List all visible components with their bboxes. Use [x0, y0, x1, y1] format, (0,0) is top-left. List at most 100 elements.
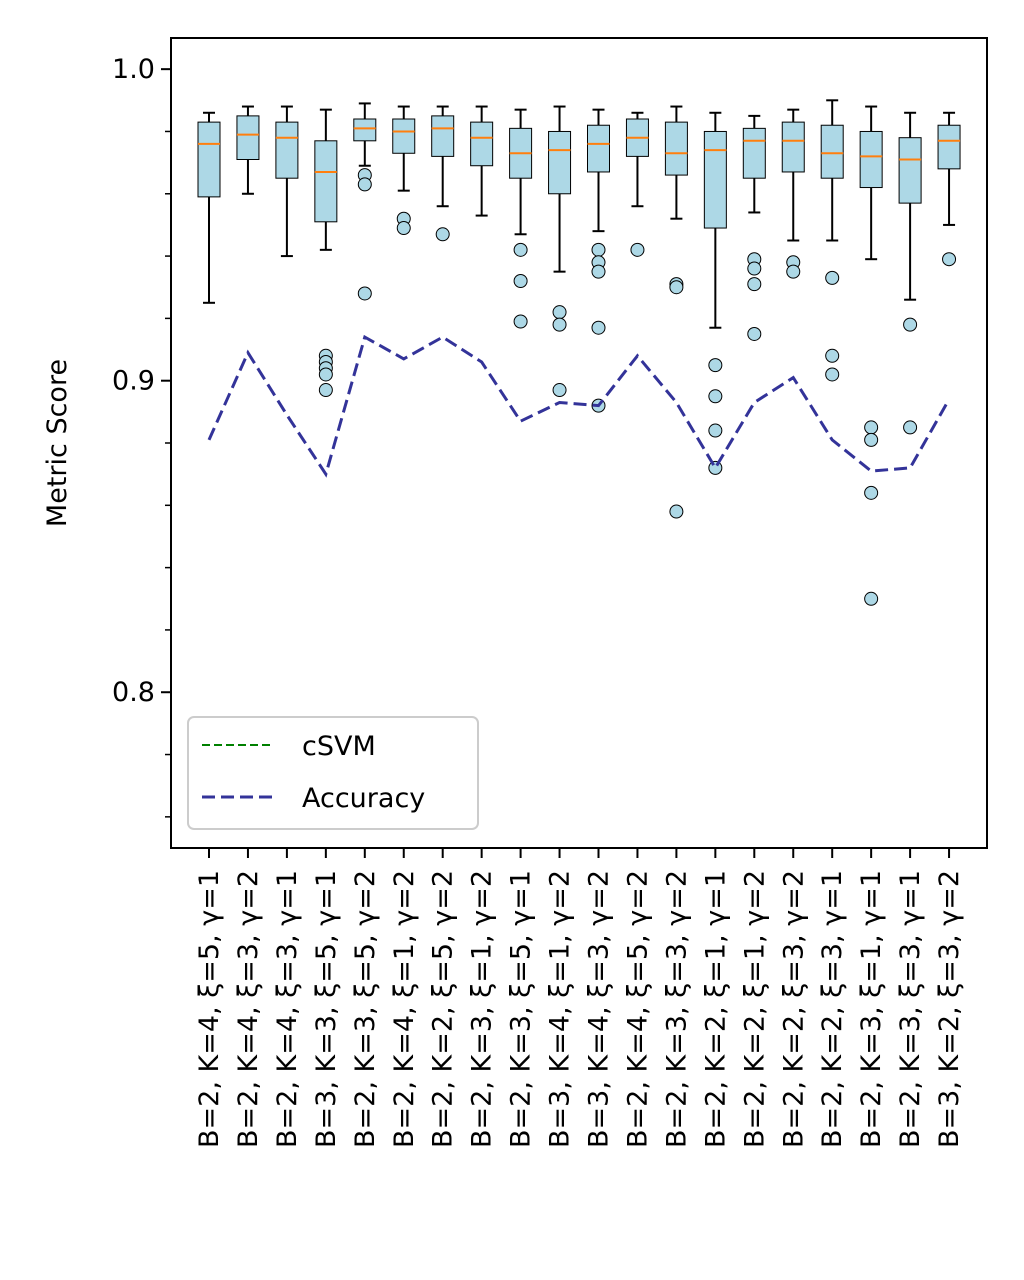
outlier-point — [864, 591, 879, 606]
outlier-point — [669, 504, 684, 519]
x-tick-label: B=2, K=3, ξ=3, γ=1 — [895, 870, 926, 1148]
outlier-point — [825, 348, 840, 363]
box-9 — [509, 108, 533, 329]
outlier-point — [552, 317, 567, 332]
box-body — [898, 137, 922, 204]
box-4 — [314, 108, 338, 398]
plot-frame — [170, 37, 988, 849]
outlier-point — [864, 420, 879, 435]
x-tick-label: B=2, K=2, ξ=3, γ=2 — [778, 870, 809, 1148]
x-tick-label: B=2, K=4, ξ=3, γ=2 — [233, 870, 264, 1148]
box-15 — [742, 114, 766, 341]
box-body — [197, 121, 221, 198]
box-body — [275, 121, 299, 179]
outlier-point — [669, 280, 684, 295]
x-axis: B=2, K=4, ξ=5, γ=1 B=2, K=4, ξ=3, γ=2 B=2,… — [194, 848, 965, 1148]
box-body — [742, 127, 766, 179]
outlier-point — [708, 460, 723, 475]
outlier-point — [513, 314, 528, 329]
outlier-point — [591, 242, 606, 257]
outlier-point — [357, 177, 372, 192]
box-17 — [820, 99, 844, 382]
box-body — [314, 140, 338, 223]
box-body — [937, 124, 961, 170]
outlier-point — [357, 286, 372, 301]
outlier-point — [708, 423, 723, 438]
series-line-accuracy — [207, 334, 951, 478]
x-tick-label: B=2, K=2, ξ=3, γ=1 — [817, 870, 848, 1148]
box-13 — [664, 105, 688, 519]
y-tick-label: 1.0 — [112, 54, 155, 85]
x-tick-label: B=2, K=2, ξ=1, γ=2 — [739, 870, 770, 1148]
outlier-point — [903, 317, 918, 332]
box-body — [392, 118, 416, 154]
box-1 — [197, 111, 221, 304]
box-6 — [392, 105, 416, 236]
box-body — [859, 130, 883, 189]
box-12 — [625, 111, 649, 257]
box-body — [470, 121, 494, 167]
x-tick-label: B=3, K=3, ξ=5, γ=1 — [311, 870, 342, 1148]
legend-box — [187, 716, 479, 830]
x-tick-label: B=3, K=4, ξ=1, γ=2 — [545, 870, 576, 1148]
box-18 — [859, 105, 883, 606]
box-20 — [937, 111, 961, 267]
x-tick-label: B=2, K=3, ξ=1, γ=1 — [856, 870, 887, 1148]
outlier-point — [708, 358, 723, 373]
y-tick-label: 0.9 — [112, 366, 155, 397]
outlier-point — [552, 305, 567, 320]
outlier-point — [825, 270, 840, 285]
outlier-point — [435, 227, 450, 242]
x-tick-label: B=3, K=4, ξ=3, γ=2 — [584, 870, 615, 1148]
box-10 — [548, 105, 572, 398]
x-tick-label: B=2, K=3, ξ=5, γ=2 — [350, 870, 381, 1148]
outlier-point — [318, 367, 333, 382]
box-body — [431, 115, 455, 157]
x-tick-label: B=2, K=4, ξ=5, γ=1 — [194, 870, 225, 1148]
y-tick-label: 0.8 — [112, 677, 155, 708]
outlier-point — [942, 252, 957, 267]
outlier-point — [552, 383, 567, 398]
y-axis-label: Metric Score — [42, 359, 73, 527]
outlier-point — [591, 320, 606, 335]
boxes-layer — [197, 99, 961, 606]
box-5 — [353, 102, 377, 301]
x-tick-label: B=2, K=3, ξ=5, γ=1 — [506, 870, 537, 1148]
x-tick-label: B=2, K=4, ξ=1, γ=2 — [389, 870, 420, 1148]
legend-label-csvm: cSVM — [302, 731, 376, 762]
box-11 — [587, 108, 610, 413]
outlier-point — [864, 432, 879, 447]
box-19 — [898, 111, 922, 435]
outlier-point — [864, 485, 879, 500]
box-body — [703, 130, 727, 229]
box-body — [236, 115, 260, 160]
outlier-point — [708, 389, 723, 404]
x-tick-label: B=2, K=3, ξ=3, γ=2 — [661, 870, 692, 1148]
outlier-point — [747, 277, 762, 292]
legend: cSVM Accuracy — [187, 716, 479, 830]
legend-label-accuracy: Accuracy — [302, 783, 425, 814]
x-tick-label: B=2, K=3, ξ=1, γ=2 — [467, 870, 498, 1148]
outlier-point — [396, 221, 411, 236]
outlier-point — [903, 420, 918, 435]
outlier-point — [825, 367, 840, 382]
series-lines-layer — [207, 334, 951, 478]
box-8 — [470, 105, 494, 217]
outlier-point — [318, 383, 333, 398]
box-3 — [275, 105, 299, 258]
outlier-point — [513, 274, 528, 288]
outlier-point — [747, 326, 762, 341]
box-body — [353, 118, 377, 142]
box-body — [664, 121, 688, 176]
box-16 — [781, 108, 805, 279]
x-tick-label: B=2, K=2, ξ=5, γ=2 — [428, 870, 459, 1148]
box-2 — [236, 105, 260, 195]
outlier-point — [513, 242, 528, 257]
outlier-point — [591, 264, 606, 279]
outlier-point — [630, 242, 645, 257]
box-body — [587, 124, 610, 173]
x-tick-label: B=3, K=2, ξ=3, γ=2 — [934, 870, 965, 1148]
box-body — [820, 124, 844, 179]
box-7 — [431, 105, 455, 242]
